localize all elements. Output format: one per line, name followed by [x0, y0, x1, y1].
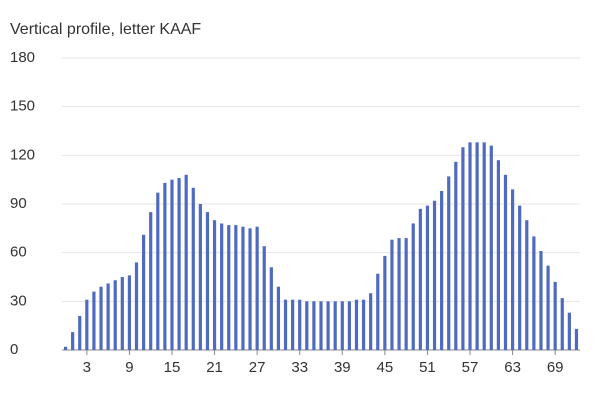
bar	[120, 277, 124, 350]
bar	[390, 239, 394, 350]
bar	[340, 301, 344, 350]
bar	[574, 328, 579, 350]
bar	[134, 262, 139, 350]
bar	[482, 142, 486, 350]
bar	[71, 332, 75, 350]
bar	[227, 225, 231, 350]
bar	[106, 283, 110, 350]
bar	[503, 174, 508, 350]
bar	[475, 142, 479, 350]
x-tick-label: 39	[334, 359, 351, 376]
bar	[234, 225, 238, 350]
bar	[269, 267, 273, 350]
bar	[220, 223, 224, 350]
bar	[191, 187, 195, 350]
bar	[205, 212, 210, 350]
y-tick-label: 60	[10, 244, 27, 261]
bar	[354, 299, 359, 350]
bar	[163, 182, 167, 350]
x-tick-label: 9	[125, 359, 133, 376]
x-tick-label: 33	[291, 359, 308, 376]
x-tick-label: 51	[419, 359, 436, 376]
bar	[156, 192, 160, 350]
bar	[305, 301, 309, 350]
x-tick-label: 57	[462, 359, 479, 376]
bar	[333, 301, 337, 350]
bar	[461, 147, 465, 350]
bar	[418, 208, 422, 350]
bar	[326, 301, 330, 350]
bar	[553, 281, 557, 350]
bar	[411, 223, 415, 350]
x-tick-label: 15	[164, 359, 181, 376]
bar	[283, 299, 288, 350]
y-tick-label: 30	[10, 292, 27, 309]
x-tick-label: 63	[504, 359, 521, 376]
bar	[525, 220, 529, 350]
chart-title: Vertical profile, letter KAAF	[10, 21, 201, 38]
bar	[546, 265, 550, 350]
bar	[78, 315, 82, 350]
y-tick-label: 90	[10, 195, 27, 212]
bar	[454, 161, 458, 350]
bar	[518, 205, 522, 350]
bar	[92, 291, 96, 350]
bar	[312, 301, 316, 350]
bar	[397, 238, 401, 350]
bar	[85, 299, 89, 350]
bar	[560, 298, 564, 350]
bar	[291, 299, 295, 350]
bar	[255, 226, 259, 350]
bar	[361, 299, 366, 350]
bar	[184, 174, 188, 350]
bar	[376, 273, 380, 350]
bar	[170, 179, 174, 350]
bar	[127, 275, 132, 350]
bar	[198, 204, 202, 350]
bar	[440, 191, 444, 350]
bar	[63, 346, 68, 350]
x-tick-label: 21	[206, 359, 223, 376]
bar	[298, 299, 302, 350]
bar	[496, 160, 500, 350]
bar	[248, 228, 252, 350]
y-tick-label: 0	[10, 341, 18, 358]
y-tick-label: 120	[10, 146, 35, 163]
bar	[369, 293, 373, 350]
bar	[404, 238, 408, 350]
x-tick-label: 69	[547, 359, 564, 376]
bar	[489, 145, 493, 350]
bar	[149, 212, 153, 350]
bar	[510, 189, 515, 350]
bar	[432, 200, 437, 350]
x-tick-label: 27	[249, 359, 266, 376]
y-tick-label: 180	[10, 49, 35, 66]
bar	[383, 255, 387, 350]
bar	[241, 226, 245, 350]
bar	[99, 286, 103, 350]
bar	[262, 246, 266, 350]
bar	[539, 251, 543, 350]
bar	[532, 236, 536, 350]
bar	[567, 312, 571, 350]
bar	[468, 142, 472, 350]
bar	[347, 301, 351, 350]
x-tick-label: 45	[377, 359, 394, 376]
bar	[113, 280, 117, 350]
bar	[319, 301, 323, 350]
x-tick-label: 3	[83, 359, 91, 376]
bar	[177, 178, 181, 350]
y-tick-label: 150	[10, 98, 35, 115]
bar	[276, 286, 281, 350]
bar	[212, 220, 217, 350]
bar	[447, 176, 451, 350]
bar	[425, 205, 430, 350]
bar	[142, 234, 146, 350]
